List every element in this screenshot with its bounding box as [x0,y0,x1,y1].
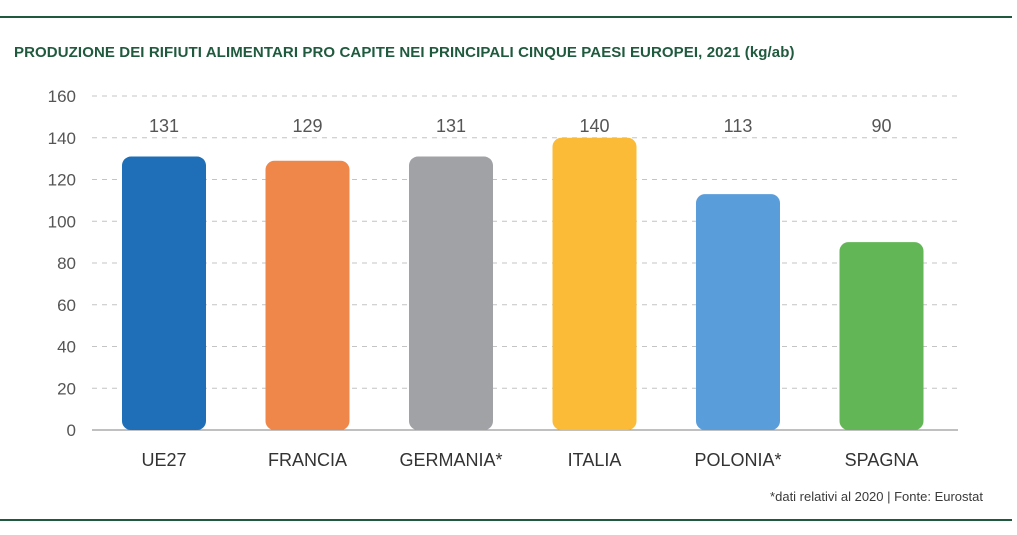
y-tick-label: 0 [67,421,76,440]
y-tick-label: 160 [48,87,76,106]
y-tick-label: 100 [48,212,76,231]
bar-italia [552,137,637,430]
x-tick-label: UE27 [141,450,186,470]
y-tick-label: 40 [57,338,76,357]
x-tick-label: SPAGNA [845,450,919,470]
x-tick-label: GERMANIA* [399,450,502,470]
x-tick-label: FRANCIA [268,450,347,470]
y-axis: 0 20 40 60 80 100 120 140 160 [48,87,76,440]
y-tick-label: 20 [57,379,76,398]
grid-lines [92,95,958,431]
x-tick-label: ITALIA [568,450,622,470]
value-label: 131 [149,116,179,136]
bottom-rule [0,519,1012,521]
bar-polonia [696,194,780,430]
y-tick-label: 120 [48,171,76,190]
value-label: 129 [292,116,322,136]
value-label: 140 [579,116,609,136]
bar-ue27 [122,156,206,430]
bar-spagna [839,242,924,430]
value-label: 90 [871,116,891,136]
chart-title: PRODUZIONE DEI RIFIUTI ALIMENTARI PRO CA… [14,44,795,61]
bars [122,137,924,430]
value-label: 113 [724,116,753,136]
bar-francia [265,160,350,430]
top-rule [0,16,1012,18]
y-tick-label: 60 [57,296,76,315]
value-labels: 131 129 131 140 113 90 [149,116,892,136]
x-axis: UE27 FRANCIA GERMANIA* ITALIA POLONIA* SPAGNA [141,450,918,470]
x-tick-label: POLONIA* [694,450,781,470]
y-tick-label: 140 [48,129,76,148]
footnote: *dati relativi al 2020 | Fonte: Eurostat [770,489,983,504]
y-tick-label: 80 [57,254,76,273]
value-label: 131 [436,116,466,136]
bar-germania [409,156,493,430]
